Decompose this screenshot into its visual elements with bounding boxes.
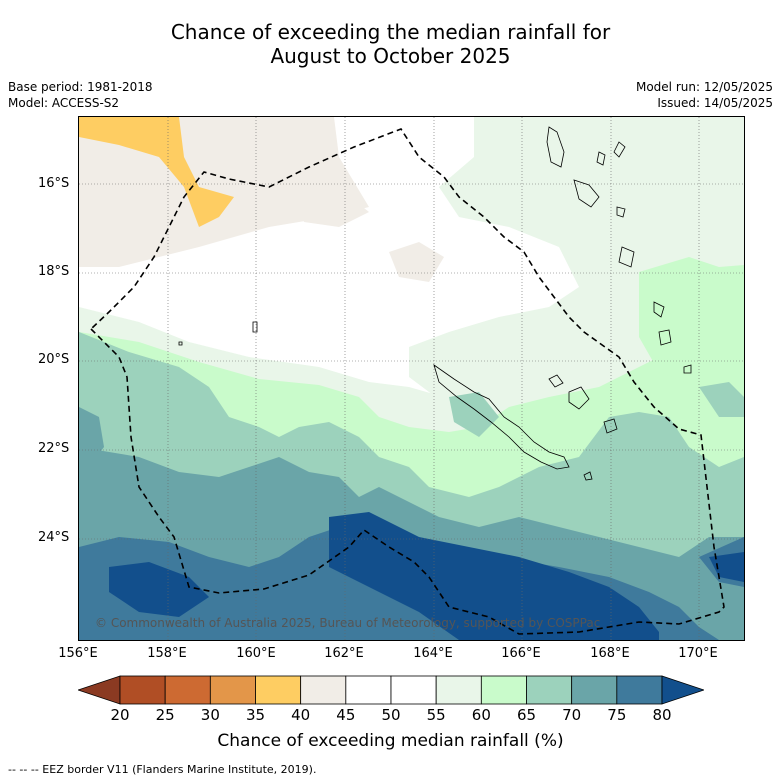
colorbar-segment [255, 675, 302, 705]
lat-label-22s: 22°S [38, 441, 70, 456]
vanuatu-island-2 [573, 179, 600, 208]
vanuatu-island-9 [683, 364, 692, 374]
colorbar-segment [571, 675, 618, 705]
small-island-west-2 [178, 341, 183, 346]
vanuatu-island-1 [546, 126, 565, 168]
lat-label-16s: 16°S [38, 176, 70, 191]
colorbar-tick-label: 50 [381, 706, 401, 724]
colorbar-tick-label: 55 [426, 706, 446, 724]
colorbar-tick-label: 25 [155, 706, 175, 724]
lon-label-166e: 166°E [501, 646, 541, 661]
colorbar-tick-label: 20 [110, 706, 130, 724]
lon-label-170e: 170°E [678, 646, 718, 661]
contour-40-45-patch-2 [299, 192, 369, 227]
map-svg: © Commonwealth of Australia 2025, Bureau… [79, 117, 744, 640]
lon-label-160e: 160°E [236, 646, 276, 661]
lon-label-158e: 158°E [147, 646, 187, 661]
colorbar-segment [526, 675, 573, 705]
colorbar-extend-high [661, 675, 706, 705]
contour-70-75-west [79, 407, 104, 467]
eez-footnote: -- -- -- EEZ border V11 (Flanders Marine… [8, 763, 317, 776]
vanuatu-island-5 [616, 206, 626, 218]
vanuatu-island-6 [618, 246, 635, 268]
lat-label-20s: 20°S [38, 352, 70, 367]
colorbar-svg [76, 675, 706, 705]
copyright-text: © Commonwealth of Australia 2025, Bureau… [95, 616, 600, 630]
contour-65-70-patch-2 [699, 382, 744, 417]
colorbar-tick-label: 70 [562, 706, 582, 724]
colorbar-extend-low [76, 675, 121, 705]
colorbar-tick-label: 35 [245, 706, 266, 724]
rainfall-map: © Commonwealth of Australia 2025, Bureau… [78, 116, 745, 641]
lat-label-24s: 24°S [38, 530, 70, 545]
colorbar-segment [480, 675, 527, 705]
lon-label-162e: 162°E [324, 646, 364, 661]
lat-label-18s: 18°S [38, 264, 70, 279]
model-name: Model: ACCESS-S2 [8, 96, 120, 110]
colorbar-tick-label: 80 [652, 706, 672, 724]
colorbar-segment [390, 675, 437, 705]
title-line-2: August to October 2025 [270, 44, 511, 68]
colorbar-tick-label: 40 [291, 706, 311, 724]
loyalty-island-2 [568, 386, 590, 410]
base-period: Base period: 1981-2018 [8, 80, 153, 94]
vanuatu-island-7 [653, 301, 665, 318]
colorbar-tick-label: 45 [336, 706, 356, 724]
new-caledonia-island [433, 364, 570, 470]
vanuatu-island-8 [658, 329, 672, 346]
colorbar-segment [209, 675, 256, 705]
small-island-west-1 [252, 321, 258, 333]
meta-right: Model run: 12/05/2025 Issued: 14/05/2025 [636, 79, 773, 111]
vanuatu-island-3 [596, 151, 606, 166]
contour-40-45-patch [389, 242, 444, 282]
lon-label-156e: 156°E [58, 646, 98, 661]
contour-80-plus-west [109, 562, 209, 617]
chart-title: Chance of exceeding the median rainfall … [0, 20, 781, 68]
colorbar-segment [164, 675, 211, 705]
colorbar-segment [300, 675, 347, 705]
eez-border [89, 128, 725, 635]
vanuatu-island-4 [613, 141, 626, 158]
meta-left: Base period: 1981-2018 Model: ACCESS-S2 [8, 79, 153, 111]
colorbar-tick-label: 65 [516, 706, 537, 724]
lon-label-164e: 164°E [413, 646, 453, 661]
loyalty-island-3 [603, 418, 618, 434]
colorbar-segment [119, 675, 166, 705]
colorbar-tick-label: 75 [607, 706, 627, 724]
colorbar-segment [345, 675, 392, 705]
title-line-1: Chance of exceeding the median rainfall … [170, 20, 611, 44]
contour-65-70-patch [449, 392, 499, 437]
island-outlines [178, 126, 692, 481]
loyalty-island-1 [548, 374, 564, 388]
contour-60-65-east [639, 257, 744, 387]
colorbar [76, 675, 706, 705]
grid-lines [79, 117, 744, 640]
colorbar-segment [435, 675, 482, 705]
colorbar-title: Chance of exceeding median rainfall (%) [217, 731, 564, 751]
colorbar-tick-label: 30 [200, 706, 220, 724]
contour-80-plus-east [709, 552, 744, 582]
isle-of-pines [583, 471, 593, 481]
model-run: Model run: 12/05/2025 [635, 80, 773, 94]
contour-80-plus [329, 512, 659, 640]
colorbar-tick-label: 60 [471, 706, 491, 724]
contour-55-60-north [474, 117, 559, 147]
issued-date: Issued: 14/05/2025 [657, 96, 773, 110]
colorbar-segment [616, 675, 663, 705]
contour-35-40 [79, 117, 234, 227]
lon-label-168e: 168°E [590, 646, 630, 661]
